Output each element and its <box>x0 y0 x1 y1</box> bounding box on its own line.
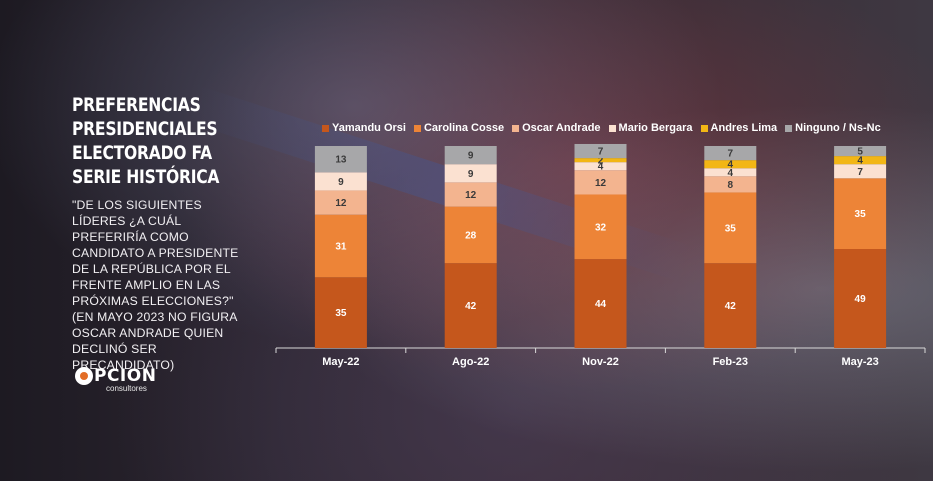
data-label: 9 <box>468 169 474 180</box>
logo-word-text: PCION <box>94 366 157 386</box>
legend-label: Carolina Cosse <box>423 122 505 134</box>
bar-segment-carolina-cosse-may-22 <box>314 214 367 278</box>
legend-swatch <box>322 124 329 132</box>
data-label: 4 <box>728 160 734 171</box>
legend-label: Andres Lima <box>710 122 778 134</box>
bar-segment-oscar-andrade-may-22 <box>314 190 367 215</box>
data-label: 2 <box>598 156 604 167</box>
chart-legend: Yamandu Orsi Carolina Cosse Oscar Andrade M… <box>322 122 881 134</box>
bar-segment-carolina-cosse-ago-22 <box>444 206 497 264</box>
legend-label: Oscar Andrade <box>522 122 601 134</box>
data-label: 49 <box>855 294 867 305</box>
x-tick-label: May-23 <box>841 356 878 368</box>
data-label: 35 <box>725 223 737 234</box>
bar-segment-oscar-andrade-feb-23 <box>704 176 757 193</box>
bar-segment-yamandu-orsi-may-23 <box>834 249 887 348</box>
logo-wordmark: PCION <box>75 366 156 386</box>
data-label: 13 <box>335 155 347 166</box>
survey-question: "DE LOS SIGUIENTES LÍDERES ¿A CUÁL PREFE… <box>72 198 239 372</box>
legend-item-oscar-andrade: Oscar Andrade <box>512 122 601 134</box>
data-label: 28 <box>465 230 477 241</box>
data-label: 12 <box>595 178 607 189</box>
legend-item-yamandu-orsi: Yamandu Orsi <box>322 122 406 134</box>
data-label: 42 <box>465 301 477 312</box>
data-label: 5 <box>857 147 863 158</box>
data-label: 4 <box>857 156 863 167</box>
data-label: 7 <box>857 167 863 178</box>
legend-item-andres-lima: Andres Lima <box>700 122 778 134</box>
x-tick-label: May-22 <box>322 356 359 368</box>
bar-segment-carolina-cosse-feb-23 <box>704 192 757 264</box>
data-label: 4 <box>598 162 604 173</box>
legend-swatch <box>413 124 421 132</box>
legend-swatch <box>700 124 708 132</box>
legend-label: Yamandu Orsi <box>332 122 406 134</box>
bar-segment-mario-bergara-may-23 <box>834 164 887 179</box>
data-label: 31 <box>335 241 347 252</box>
bar-segment-yamandu-orsi-feb-23 <box>704 263 757 348</box>
legend-swatch <box>785 124 793 132</box>
bar-segment-oscar-andrade-nov-22 <box>574 170 627 195</box>
data-label: 35 <box>335 308 347 319</box>
legend-label: Mario Bergara <box>618 122 693 134</box>
bar-segment-mario-bergara-ago-22 <box>444 164 497 183</box>
bar-segment-yamandu-orsi-nov-22 <box>574 259 627 348</box>
data-label: 9 <box>338 177 344 188</box>
data-label: 4 <box>728 168 734 179</box>
legend-swatch <box>608 124 616 132</box>
bar-segment-oscar-andrade-ago-22 <box>444 182 497 207</box>
logo-o-icon <box>75 367 93 385</box>
bar-segment-ninguno-ns-nc-nov-22 <box>574 143 627 159</box>
bar-segment-yamandu-orsi-may-22 <box>314 277 367 348</box>
data-label: 42 <box>725 301 737 312</box>
bar-segment-mario-bergara-may-22 <box>314 172 367 191</box>
data-label: 35 <box>855 209 867 220</box>
bar-segment-ninguno-ns-nc-ago-22 <box>444 146 497 165</box>
data-label: 12 <box>465 190 477 201</box>
x-tick-label: Nov-22 <box>582 356 619 368</box>
legend-swatch <box>512 124 520 132</box>
bar-segment-andres-lima-nov-22 <box>574 158 627 163</box>
data-label: 44 <box>595 299 607 310</box>
chart-title: PREFERENCIAS PRESIDENCIALES ELECTORADO F… <box>72 94 220 188</box>
data-label: 8 <box>728 180 734 191</box>
brand-logo: PCION consultores <box>75 366 156 393</box>
data-label: 12 <box>335 198 347 209</box>
bar-segment-ninguno-ns-nc-may-22 <box>314 146 367 173</box>
bar-segment-carolina-cosse-nov-22 <box>574 194 627 260</box>
bar-segment-ninguno-ns-nc-feb-23 <box>704 146 757 161</box>
x-tick-label: Feb-23 <box>713 356 748 368</box>
legend-item-mario-bergara: Mario Bergara <box>608 122 693 134</box>
bar-segment-carolina-cosse-may-23 <box>834 178 887 250</box>
info-panel: PREFERENCIAS PRESIDENCIALES ELECTORADO F… <box>72 93 257 373</box>
bar-segment-andres-lima-may-23 <box>834 156 887 165</box>
bar-segment-mario-bergara-nov-22 <box>574 162 627 171</box>
legend-item-ninguno-ns-nc: Ninguno / Ns-Nc <box>785 122 881 134</box>
data-label: 9 <box>468 151 474 162</box>
bar-segment-mario-bergara-feb-23 <box>704 168 757 177</box>
bar-segment-yamandu-orsi-ago-22 <box>444 263 497 348</box>
data-label: 32 <box>595 222 607 233</box>
x-tick-label: Ago-22 <box>452 356 489 368</box>
bar-segment-ninguno-ns-nc-may-23 <box>834 146 887 157</box>
data-label: 7 <box>598 147 604 158</box>
legend-item-carolina-cosse: Carolina Cosse <box>413 122 505 134</box>
legend-label: Ninguno / Ns-Nc <box>795 122 881 134</box>
data-label: 7 <box>728 149 734 160</box>
logo-subtitle: consultores <box>106 384 147 393</box>
bar-segment-andres-lima-feb-23 <box>704 160 757 169</box>
